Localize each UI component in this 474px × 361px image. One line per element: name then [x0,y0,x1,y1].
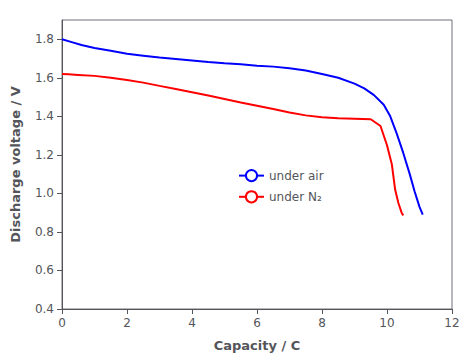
svg-text:1.0: 1.0 [35,186,54,200]
svg-text:0: 0 [58,316,66,330]
svg-text:0.4: 0.4 [35,302,54,316]
svg-text:1.4: 1.4 [35,109,54,123]
svg-text:2: 2 [123,316,131,330]
svg-text:0.6: 0.6 [35,263,54,277]
svg-text:12: 12 [444,316,459,330]
svg-text:1.2: 1.2 [35,148,54,162]
svg-text:under air: under air [269,169,324,183]
svg-text:Capacity / C: Capacity / C [214,338,301,353]
svg-text:8: 8 [318,316,326,330]
svg-text:Discharge voltage / V: Discharge voltage / V [8,86,23,243]
svg-text:0.8: 0.8 [35,225,54,239]
svg-text:4: 4 [188,316,196,330]
svg-text:under N₂: under N₂ [269,190,322,204]
svg-text:10: 10 [379,316,394,330]
svg-text:6: 6 [253,316,261,330]
svg-text:1.8: 1.8 [35,32,54,46]
svg-text:1.6: 1.6 [35,71,54,85]
